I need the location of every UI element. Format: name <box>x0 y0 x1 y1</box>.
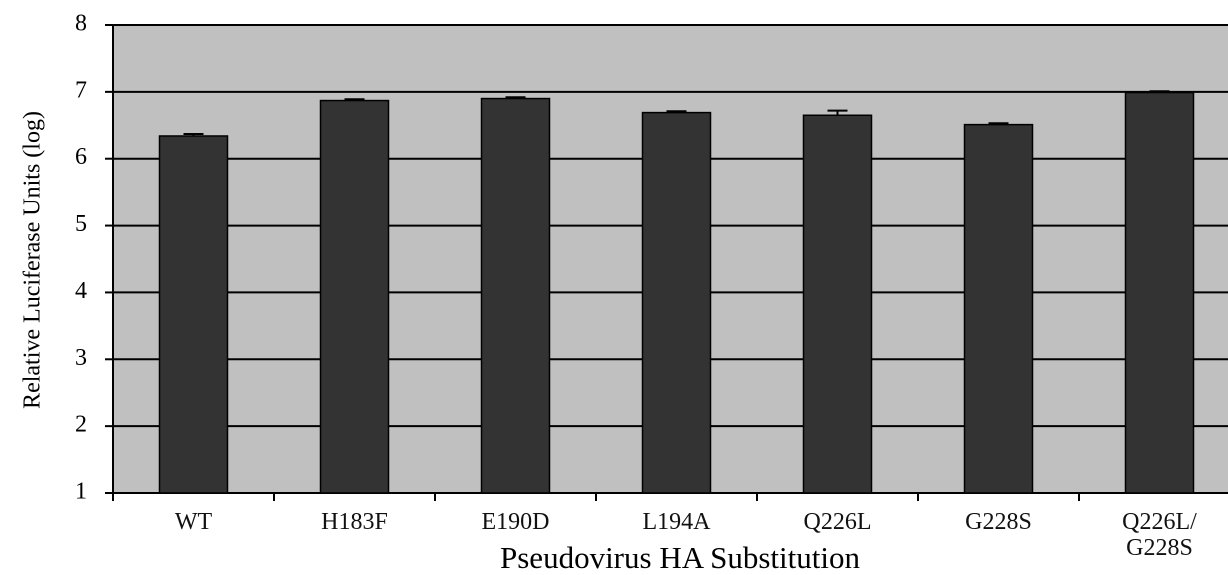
bar <box>319 99 390 494</box>
bar <box>1124 91 1195 494</box>
x-tick-label: WT <box>174 509 213 535</box>
bar <box>963 123 1034 494</box>
y-tick-label: 3 <box>75 345 87 371</box>
bar <box>158 135 229 494</box>
y-tick-label: 4 <box>75 278 87 304</box>
bar <box>480 97 551 494</box>
y-axis-title: Relative Luciferase Units (log) <box>20 111 46 409</box>
x-tick-label: L194A <box>642 509 711 535</box>
x-tick-label: E190D <box>481 509 550 535</box>
x-tick-label: H183F <box>321 509 388 535</box>
y-tick-label: 8 <box>75 11 87 37</box>
bar <box>641 111 712 494</box>
x-tick-label: G228S <box>965 509 1032 535</box>
x-tick-label: Q226L/ G228S <box>1122 509 1197 561</box>
y-tick-label: 2 <box>75 412 87 438</box>
y-tick-label: 5 <box>75 211 87 237</box>
y-tick-label: 6 <box>75 144 87 170</box>
x-axis-title: Pseudovirus HA Substitution <box>500 540 860 575</box>
y-tick-label: 1 <box>75 479 87 505</box>
x-tick-label: Q226L <box>803 509 872 535</box>
y-tick-label: 7 <box>75 77 87 103</box>
bar <box>802 114 873 494</box>
